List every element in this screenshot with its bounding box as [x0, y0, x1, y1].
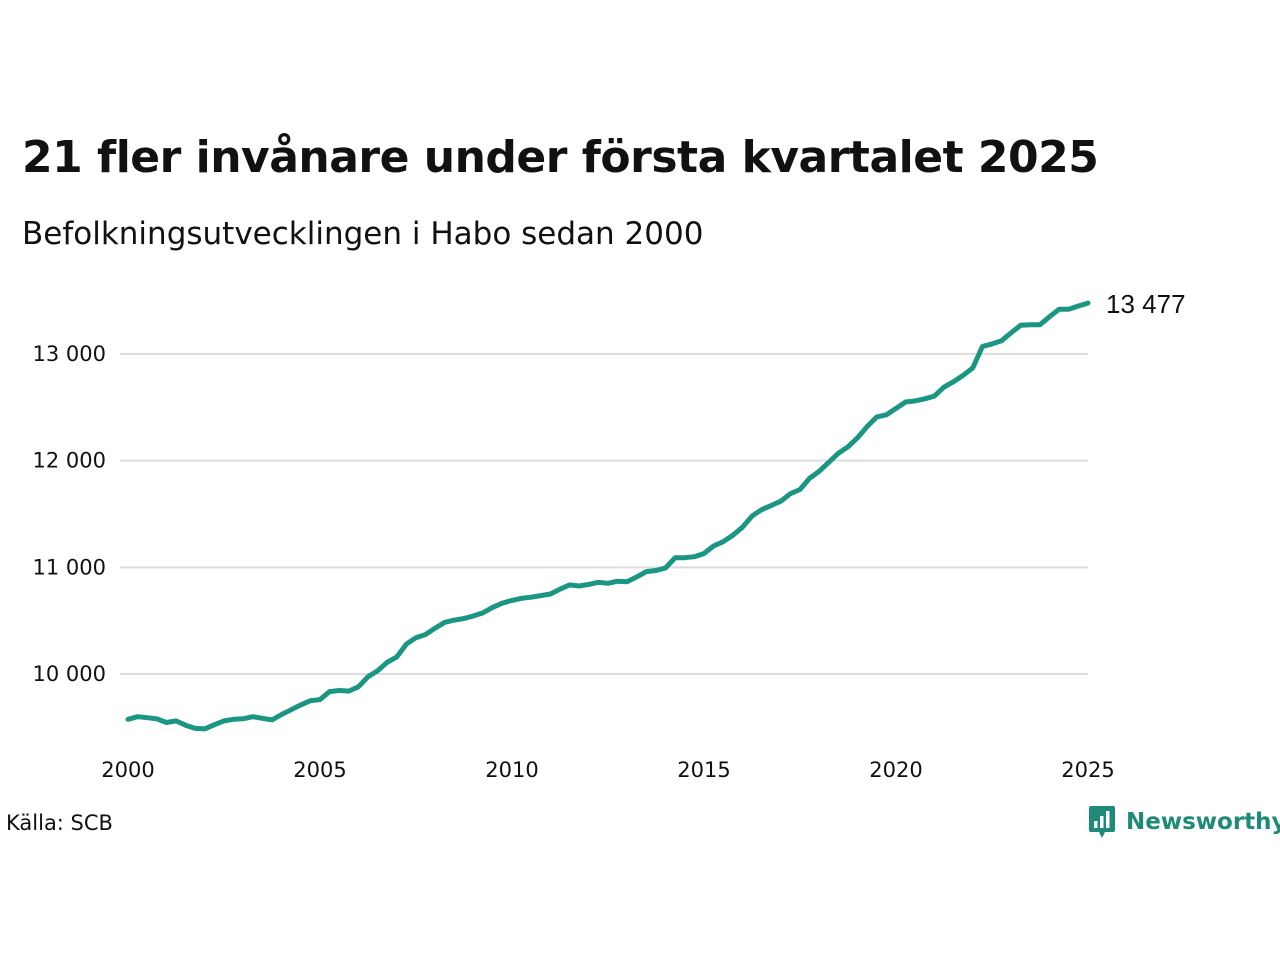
- chart-subtitle: Befolkningsutvecklingen i Habo sedan 200…: [22, 216, 704, 252]
- y-tick-label: 13 000: [33, 342, 106, 366]
- y-axis-ticks: 10 000 11 000 12 000 13 000: [33, 342, 106, 686]
- chart-title: 21 fler invånare under första kvartalet …: [22, 132, 1099, 183]
- x-tick-label: 2025: [1061, 758, 1114, 782]
- x-tick-label: 2010: [485, 758, 538, 782]
- series-line-0: [125, 300, 1091, 732]
- x-tick-label: 2020: [869, 758, 922, 782]
- series-layer: [125, 300, 1091, 732]
- x-axis-ticks: 2000 2005 2010 2015 2020 2025: [101, 758, 1114, 782]
- brand-logo: Newsworthy: [1088, 804, 1280, 840]
- end-value-label: 13 477: [1106, 289, 1186, 319]
- y-tick-label: 10 000: [33, 662, 106, 686]
- newsworthy-logo-icon: [1089, 806, 1115, 838]
- x-tick-label: 2005: [293, 758, 346, 782]
- x-tick-label: 2000: [101, 758, 154, 782]
- x-tick-label: 2015: [677, 758, 730, 782]
- source-note: Källa: SCB: [6, 811, 113, 835]
- y-tick-label: 12 000: [33, 449, 106, 473]
- y-tick-label: 11 000: [33, 555, 106, 579]
- brand-name: Newsworthy: [1126, 809, 1280, 835]
- gridlines: [120, 353, 1088, 675]
